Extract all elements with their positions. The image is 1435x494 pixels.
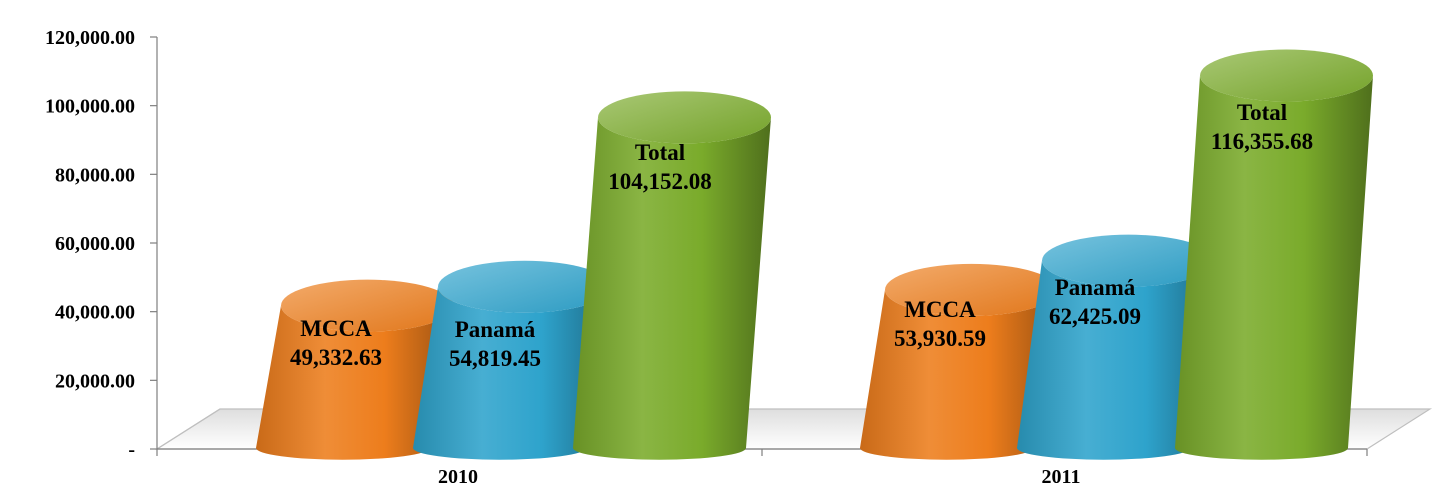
- bar-top: [598, 91, 771, 144]
- data-label-value-mcca-2010: 49,332.63: [290, 345, 382, 370]
- data-label-name-panama-2011: Panamá: [1055, 275, 1136, 300]
- x-tick-label-2010: 2010: [438, 466, 478, 488]
- bar-body: [1175, 75, 1373, 460]
- y-tick-label: 20,000.00: [55, 370, 135, 392]
- data-label-name-total-2011: Total: [1237, 100, 1287, 125]
- data-label-value-total-2011: 116,355.68: [1211, 129, 1313, 154]
- data-label-value-mcca-2011: 53,930.59: [894, 326, 986, 351]
- bar-top: [1200, 49, 1373, 102]
- bar-top: [1042, 234, 1215, 287]
- bar-body: [1017, 260, 1215, 460]
- data-label-value-panama-2011: 62,425.09: [1049, 304, 1141, 329]
- bar-top: [438, 260, 611, 313]
- y-tick-label: 40,000.00: [55, 302, 135, 324]
- data-label-value-panama-2010: 54,819.45: [449, 346, 541, 371]
- y-tick-label: -: [128, 439, 135, 461]
- bar-panama-2010: [413, 260, 611, 460]
- bar-panama-2011: [1017, 234, 1215, 460]
- y-tick-label: 60,000.00: [55, 233, 135, 255]
- data-label-name-total-2010: Total: [635, 140, 685, 165]
- bar-total-2010: [573, 91, 771, 460]
- y-tick-label: 100,000.00: [45, 96, 135, 118]
- bar-mcca-2011: [860, 263, 1058, 460]
- bar-body: [413, 286, 611, 460]
- bars: [256, 49, 1373, 460]
- data-label-name-mcca-2011: MCCA: [904, 297, 976, 322]
- bar-body: [573, 117, 771, 460]
- y-tick-label: 120,000.00: [45, 27, 135, 49]
- data-label-name-mcca-2010: MCCA: [300, 316, 372, 341]
- x-tick-label-2011: 2011: [1042, 466, 1081, 488]
- bar-top: [281, 279, 454, 332]
- y-axis: - 20,000.00 40,000.00 60,000.00 80,000.00 100…: [45, 27, 158, 461]
- bar-total-2011: [1175, 49, 1373, 460]
- data-label-value-total-2010: 104,152.08: [608, 169, 712, 194]
- y-tick-label: 80,000.00: [55, 164, 135, 186]
- data-labels: MCCA 49,332.63 Panamá 54,819.45 Total 104,152…: [290, 100, 1313, 371]
- bar-mcca-2010: [256, 279, 454, 460]
- bar-body: [860, 289, 1058, 460]
- bar-body: [256, 305, 454, 460]
- data-label-name-panama-2010: Panamá: [455, 317, 536, 342]
- floor-left-edge: [156, 408, 221, 450]
- bar-top: [885, 263, 1058, 316]
